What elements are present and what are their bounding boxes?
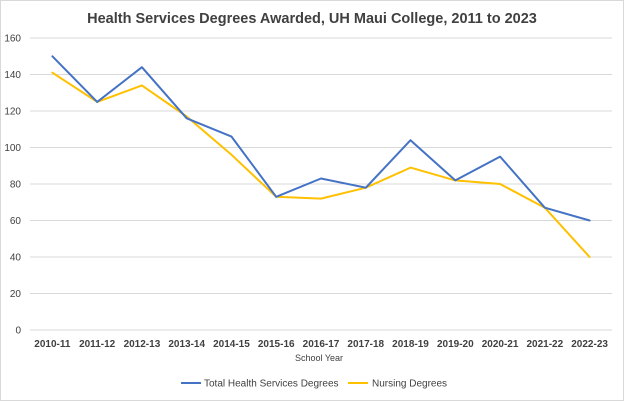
gridlines bbox=[30, 37, 612, 331]
x-tick-label: 2014-15 bbox=[213, 339, 250, 350]
x-tick-label: 2012-13 bbox=[124, 339, 161, 350]
y-axis-ticks: 0 20 40 60 80 100 120 140 160 bbox=[4, 34, 21, 337]
x-tick-label: 2010-11 bbox=[34, 339, 71, 350]
x-axis-ticks: 2010-11 2011-12 2012-13 2013-14 2014-15 2015-… bbox=[34, 339, 608, 350]
legend: Total Health Services Degrees Nursing Deg… bbox=[181, 379, 447, 390]
legend-label: Nursing Degrees bbox=[372, 379, 447, 390]
x-tick-label: 2021-22 bbox=[526, 339, 563, 350]
x-tick-label: 2011-12 bbox=[79, 339, 116, 350]
y-tick-label: 40 bbox=[10, 253, 22, 264]
x-tick-label: 2017-18 bbox=[347, 339, 384, 350]
x-tick-label: 2020-21 bbox=[482, 339, 519, 350]
x-tick-label: 2016-17 bbox=[303, 339, 340, 350]
x-tick-label: 2013-14 bbox=[168, 339, 205, 350]
series-line-1 bbox=[51, 71, 591, 258]
y-tick-label: 120 bbox=[4, 107, 21, 118]
y-tick-label: 160 bbox=[4, 34, 21, 45]
y-tick-label: 80 bbox=[10, 180, 22, 191]
chart-title: Health Services Degrees Awarded, UH Maui… bbox=[87, 11, 537, 27]
y-tick-label: 60 bbox=[10, 216, 22, 227]
x-tick-label: 2019-20 bbox=[437, 339, 474, 350]
x-axis-label: School Year bbox=[295, 353, 343, 363]
series-lines bbox=[51, 55, 591, 258]
x-tick-label: 2015-16 bbox=[258, 339, 295, 350]
x-tick-label: 2018-19 bbox=[392, 339, 429, 350]
y-tick-label: 0 bbox=[15, 326, 21, 337]
x-tick-label: 2022-23 bbox=[571, 339, 608, 350]
y-tick-label: 20 bbox=[10, 289, 22, 300]
y-tick-label: 100 bbox=[4, 143, 21, 154]
legend-label: Total Health Services Degrees bbox=[204, 379, 339, 390]
y-tick-label: 140 bbox=[4, 70, 21, 81]
series-line-0 bbox=[51, 55, 591, 222]
